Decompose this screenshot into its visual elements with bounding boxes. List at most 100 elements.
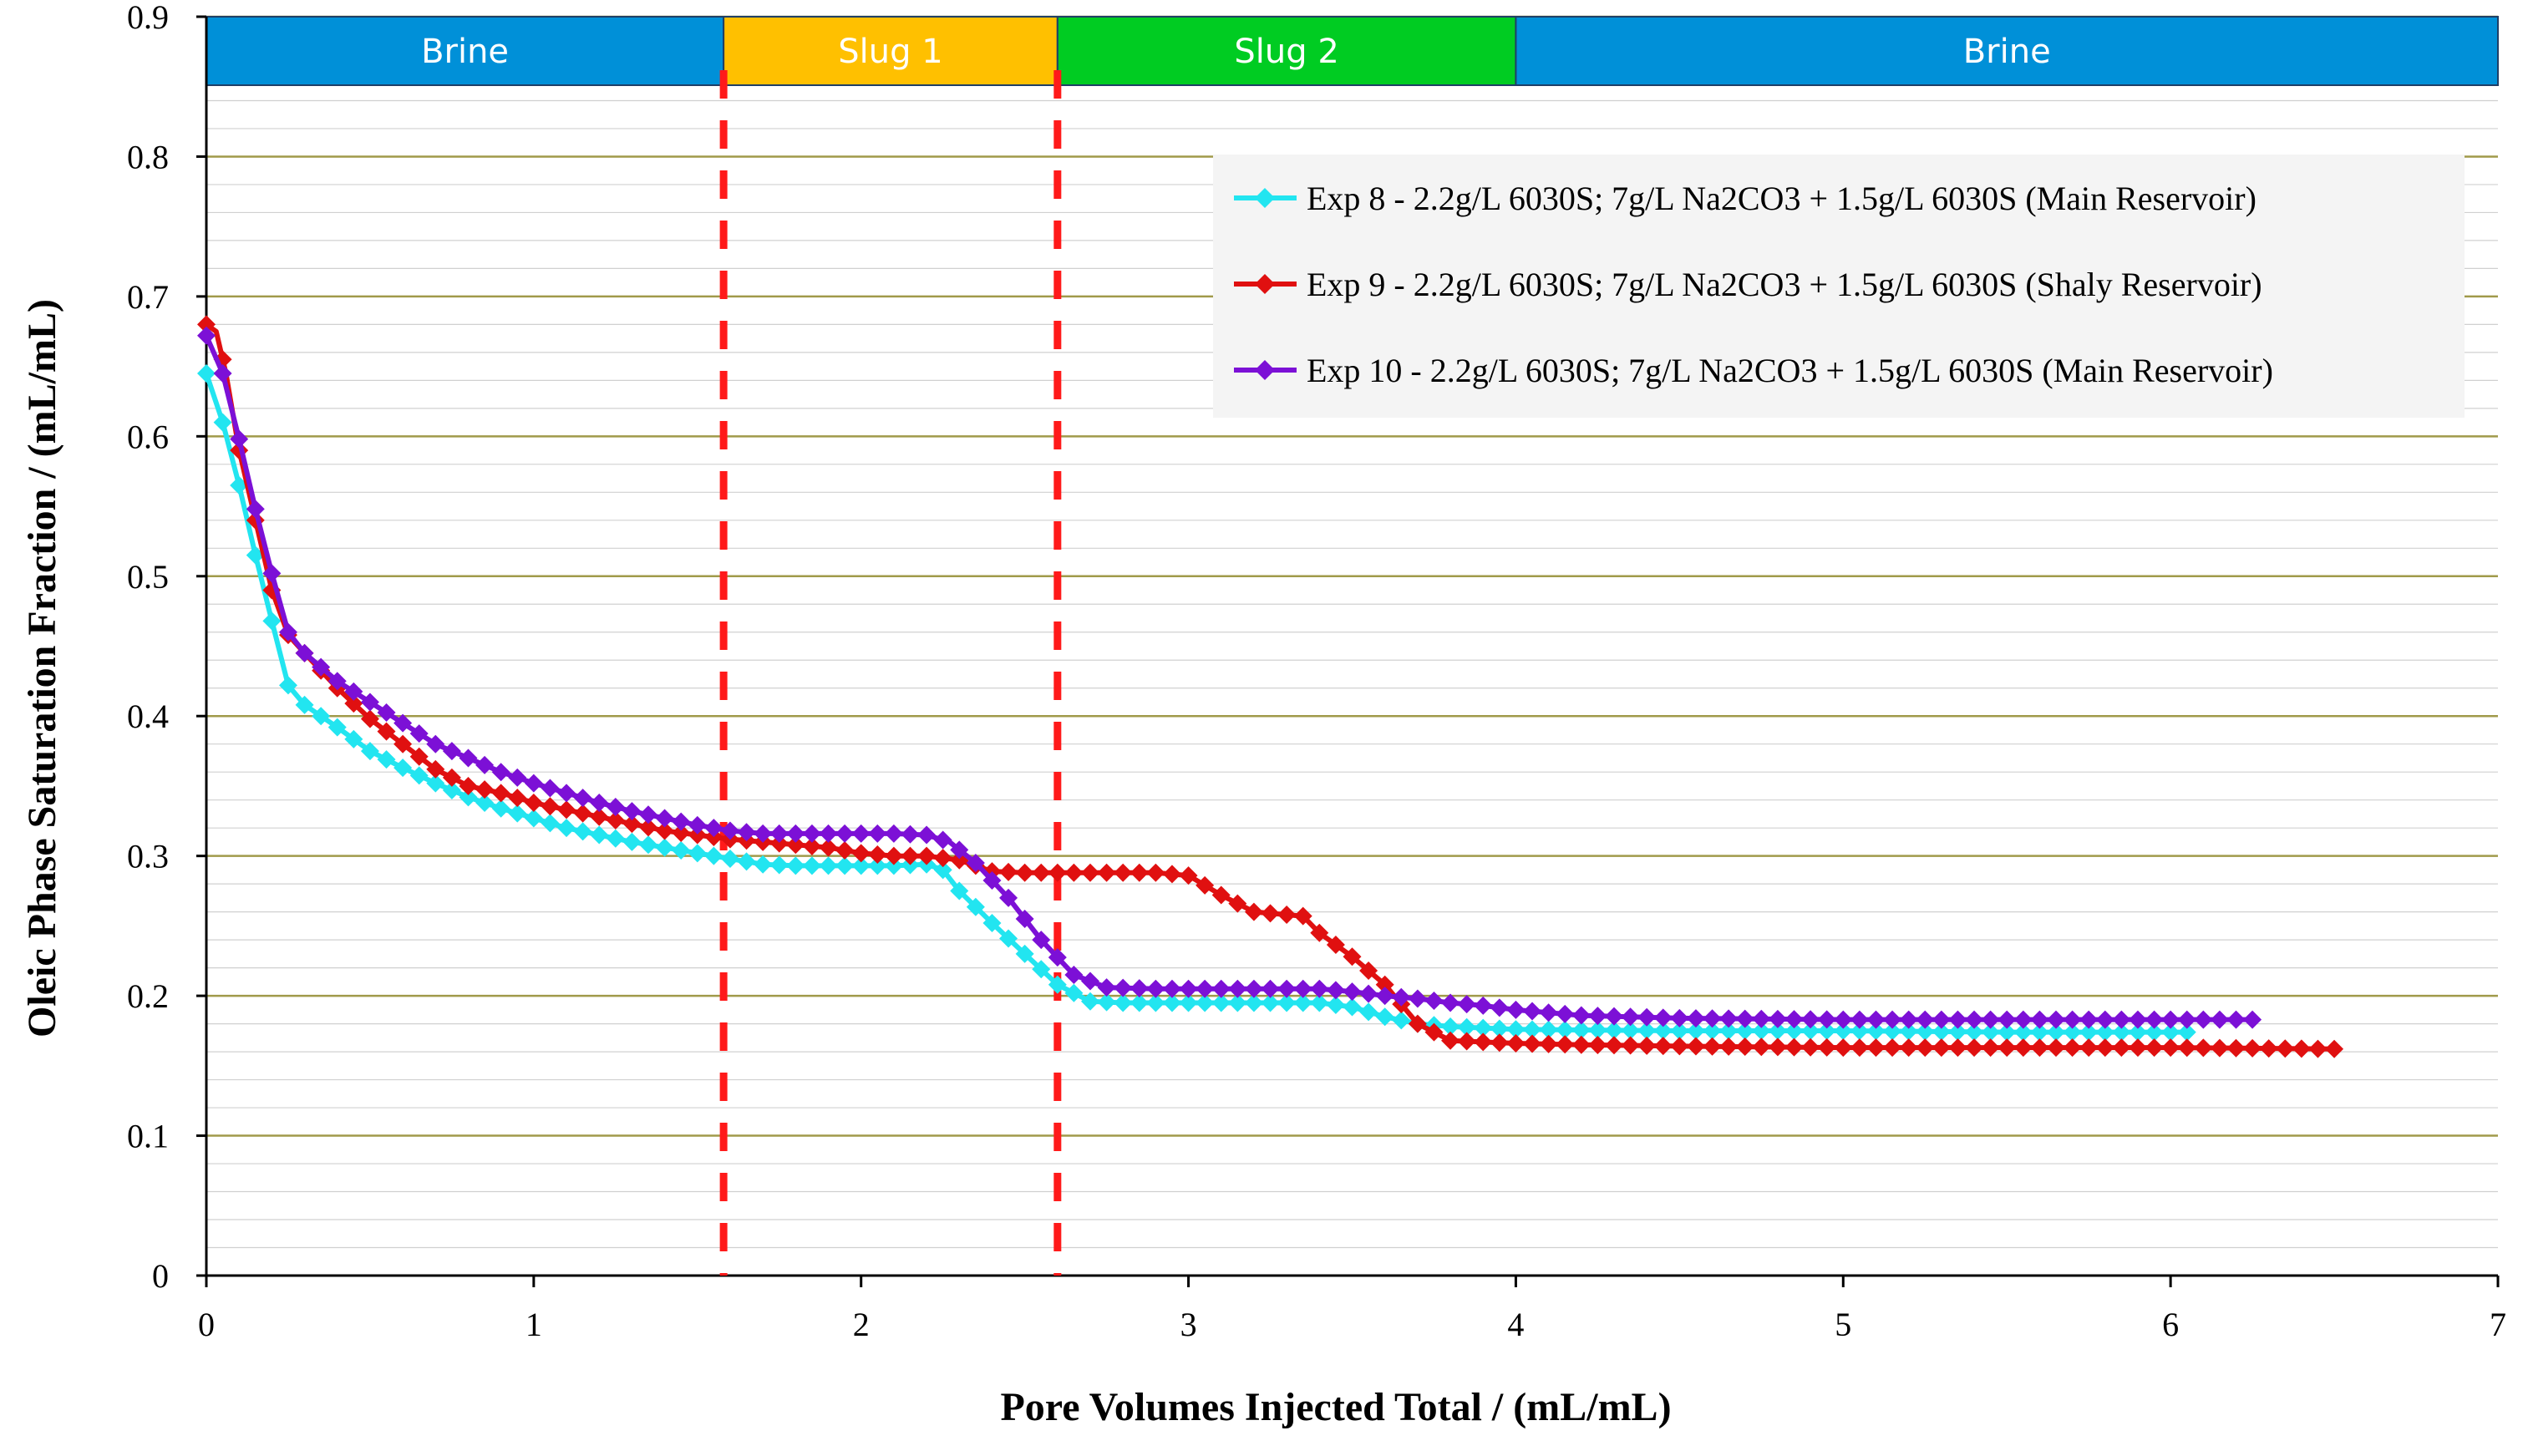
data-point <box>655 809 674 828</box>
x-tick-label: 6 <box>2162 1306 2179 1343</box>
data-point <box>1506 1034 1525 1053</box>
data-point <box>2112 1038 2131 1058</box>
data-point <box>377 750 396 769</box>
data-point <box>2112 1010 2131 1029</box>
data-point <box>1146 863 1165 882</box>
data-point <box>754 824 773 843</box>
data-point <box>2243 1038 2262 1058</box>
data-point <box>1981 1022 2000 1042</box>
data-point <box>1015 863 1034 882</box>
data-point <box>557 819 576 838</box>
data-point <box>1932 1038 1951 1058</box>
data-point <box>1326 995 1345 1014</box>
data-point <box>999 929 1018 948</box>
data-point <box>1899 1010 1918 1029</box>
data-point <box>1556 1020 1575 1039</box>
data-point <box>1457 995 1476 1014</box>
data-point <box>1883 1010 1902 1029</box>
data-point <box>1261 904 1280 923</box>
data-point <box>1817 1010 1836 1029</box>
data-point <box>704 846 723 865</box>
data-point <box>2276 1039 2295 1058</box>
data-point <box>442 768 461 787</box>
data-point <box>769 855 789 875</box>
data-point <box>491 799 510 818</box>
legend-label: Exp 10 - 2.2g/L 6030S; 7g/L Na2CO3 + 1.5… <box>1307 352 2273 389</box>
data-point <box>1801 1010 1820 1029</box>
data-point <box>1556 1004 1575 1023</box>
data-point <box>1343 947 1362 966</box>
data-point <box>655 821 674 840</box>
data-point <box>1768 1037 1787 1057</box>
data-point <box>1179 866 1198 885</box>
data-point <box>1653 1008 1673 1027</box>
data-point <box>835 840 855 860</box>
data-point <box>1326 981 1345 1000</box>
data-point <box>2243 1010 2262 1029</box>
data-point <box>1392 987 1411 1007</box>
data-point <box>802 824 821 843</box>
data-point <box>1883 1038 1902 1058</box>
data-point <box>1277 905 1297 924</box>
data-point <box>1261 993 1280 1012</box>
data-point <box>606 829 625 848</box>
data-point <box>590 825 609 845</box>
data-point <box>1916 1010 1935 1029</box>
y-tick-label: 0.9 <box>127 0 169 36</box>
data-point <box>344 729 363 748</box>
data-point <box>2063 1038 2082 1058</box>
data-point <box>1523 1002 1542 1021</box>
data-point <box>1539 1003 1558 1022</box>
data-point <box>1965 1022 1984 1042</box>
data-point <box>1670 1037 1689 1056</box>
series-2 <box>197 315 2344 1058</box>
data-point <box>688 844 707 863</box>
data-point <box>606 798 625 817</box>
data-point <box>1735 1037 1754 1057</box>
data-point <box>2194 1010 2213 1029</box>
data-point <box>1850 1022 1869 1041</box>
data-point <box>524 809 543 828</box>
data-point <box>1703 1009 1722 1028</box>
data-point <box>557 800 576 819</box>
phase-label: Slug 2 <box>1234 33 1338 71</box>
data-point <box>1293 979 1312 998</box>
data-point <box>1817 1021 1836 1040</box>
data-point <box>2194 1038 2213 1058</box>
phase-segment <box>1056 16 1517 86</box>
data-point <box>1719 1009 1739 1028</box>
series-line <box>204 373 2187 1035</box>
data-point <box>1032 931 1051 950</box>
data-point <box>2145 1010 2164 1029</box>
data-point <box>2079 1010 2099 1029</box>
data-point <box>2308 1039 2328 1058</box>
data-point <box>1932 1010 1951 1029</box>
data-point <box>1850 1010 1869 1029</box>
data-point <box>1866 1022 1886 1041</box>
data-point <box>2128 1038 2147 1058</box>
phase-segment <box>206 16 725 86</box>
data-point <box>1981 1038 2000 1058</box>
data-point <box>2161 1038 2180 1058</box>
data-point <box>1604 1007 1623 1026</box>
data-point <box>802 856 821 875</box>
series <box>197 315 2344 1058</box>
data-point <box>1490 1033 1509 1053</box>
data-point <box>409 724 429 743</box>
data-point <box>1948 1022 1967 1042</box>
data-point <box>1114 993 1133 1012</box>
data-point <box>360 692 379 712</box>
data-point <box>1130 993 1149 1012</box>
data-point <box>1244 902 1263 921</box>
x-tick-label: 3 <box>1180 1306 1197 1343</box>
data-point <box>835 824 855 843</box>
data-point <box>1948 1010 1967 1029</box>
data-point <box>1114 863 1133 882</box>
y-tick-label: 0.8 <box>127 138 169 175</box>
data-point <box>1686 1037 1705 1056</box>
data-point <box>2013 1010 2033 1029</box>
data-point <box>1244 993 1263 1012</box>
data-point <box>1735 1021 1754 1040</box>
data-point <box>1048 948 1067 967</box>
data-point <box>426 734 445 753</box>
